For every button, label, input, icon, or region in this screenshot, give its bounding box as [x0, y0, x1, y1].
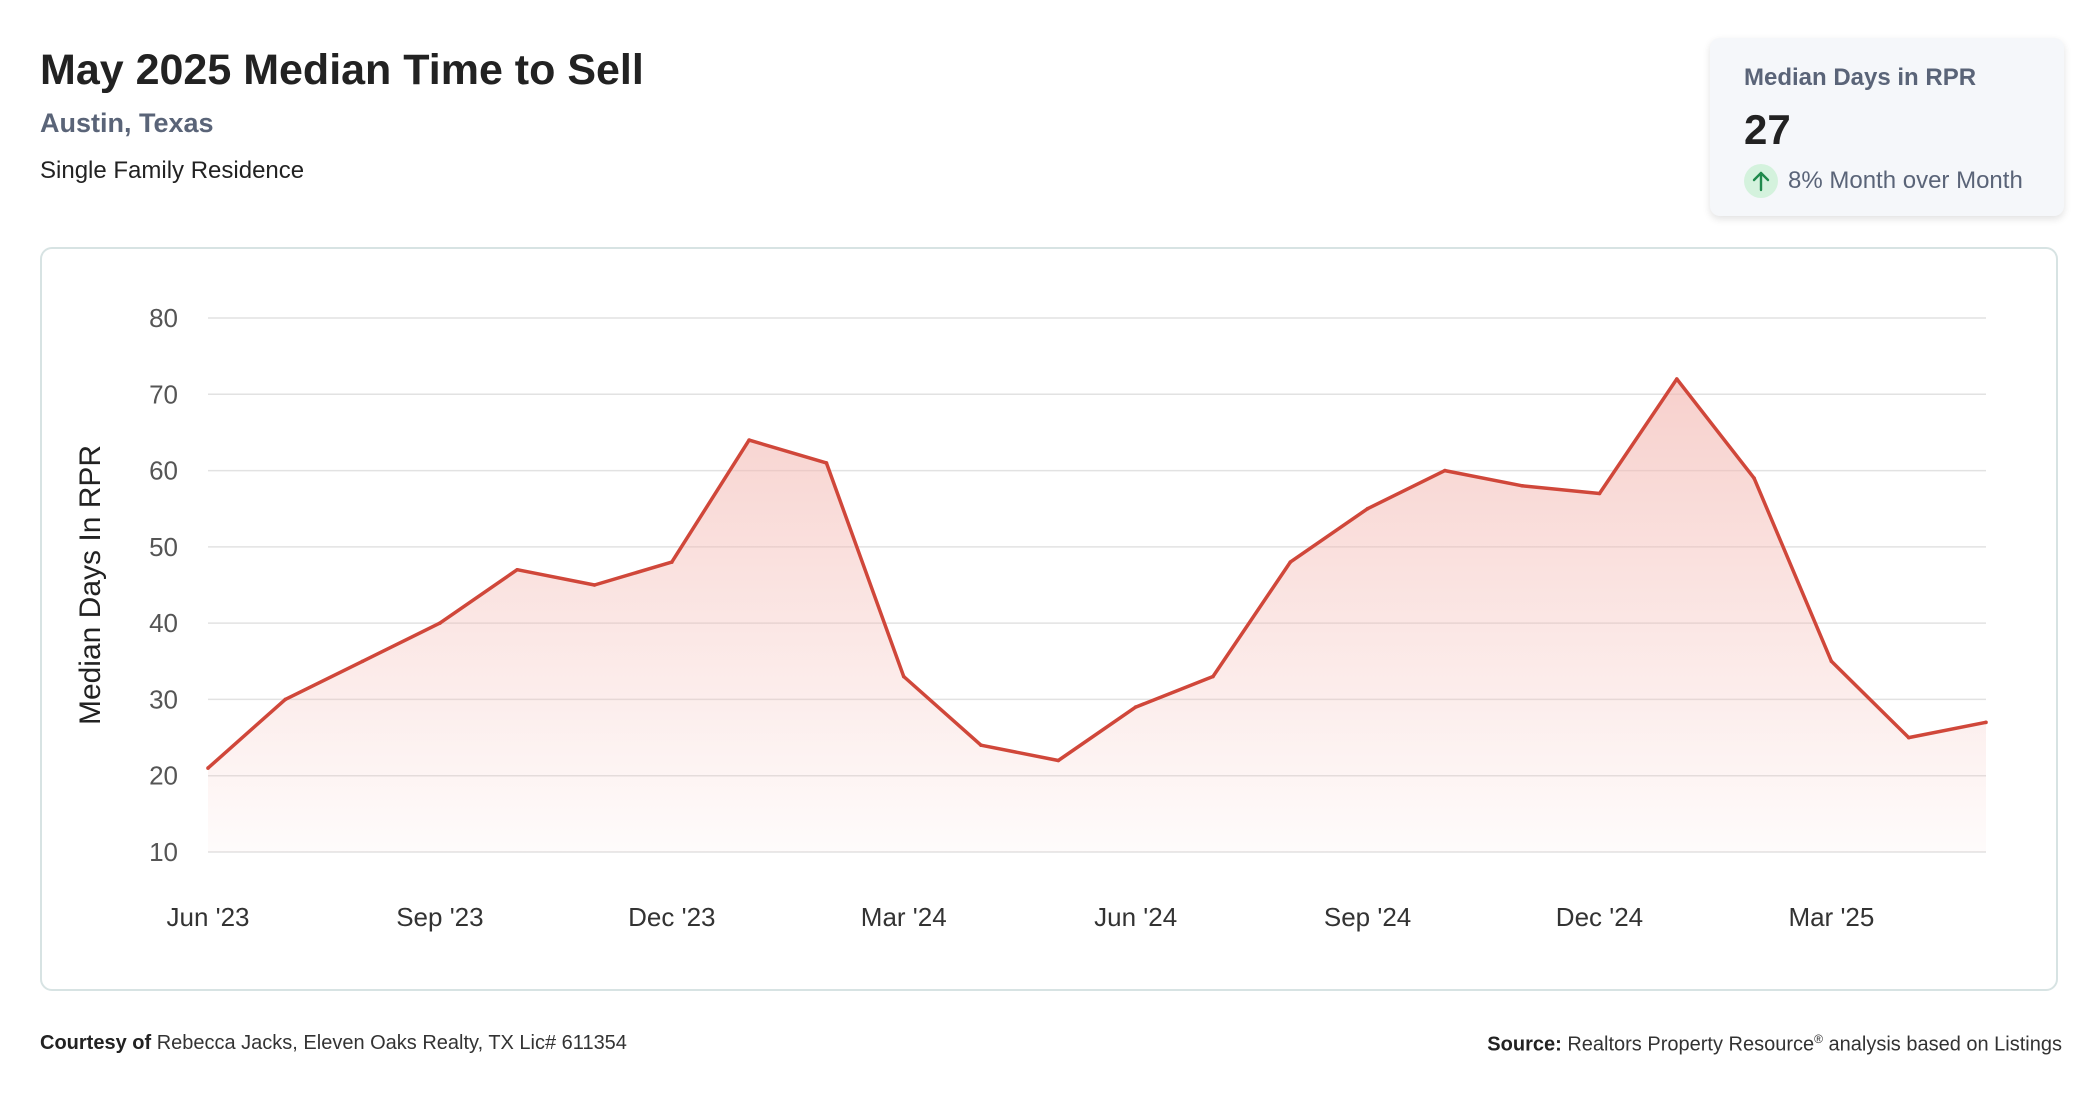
courtesy-label: Courtesy of: [40, 1032, 152, 1054]
location-subtitle: Austin, Texas: [40, 108, 214, 138]
x-axis-ticks: Jun '23 Sep '23 Dec '23 Mar '24 Jun '24 Sep '…: [166, 902, 1874, 932]
series-area: [208, 379, 1986, 852]
x-tick-label: Sep '23: [396, 902, 483, 932]
stat-change-text: 8% Month over Month: [1788, 167, 2023, 194]
data-point: [747, 438, 751, 442]
stat-change: 8% Month over Month: [1744, 164, 2064, 198]
footer-courtesy: Courtesy of Rebecca Jacks, Eleven Oaks R…: [40, 1032, 627, 1055]
arrow-up-icon: [1744, 164, 1778, 198]
data-point: [1211, 674, 1215, 679]
data-point: [1674, 377, 1679, 381]
y-tick-label: 40: [149, 608, 178, 638]
data-point: [515, 567, 520, 572]
data-point: [1056, 758, 1061, 763]
x-tick-label: Dec '23: [628, 902, 715, 932]
data-point: [1133, 705, 1138, 709]
x-tick-label: Jun '23: [166, 902, 249, 932]
series-points: [206, 377, 1988, 770]
y-tick-label: 70: [149, 379, 178, 409]
data-point: [1752, 476, 1756, 481]
data-point: [1597, 491, 1602, 496]
footer-source: Source: Realtors Property Resource® anal…: [1487, 1032, 2062, 1057]
data-point: [670, 560, 674, 564]
data-point: [592, 583, 597, 587]
x-tick-label: Jun '24: [1094, 902, 1177, 932]
header: May 2025 Median Time to Sell Austin, Tex…: [40, 40, 644, 188]
data-point: [1365, 506, 1370, 511]
data-point: [1984, 720, 1988, 725]
data-point: [438, 621, 442, 625]
source-label: Source:: [1487, 1033, 1562, 1056]
data-point: [1829, 659, 1834, 664]
y-tick-label: 60: [149, 456, 178, 486]
data-point: [824, 461, 829, 465]
x-tick-label: Mar '25: [1788, 902, 1874, 932]
median-days-card: Median Days in RPR 27 8% Month over Mont…: [1710, 38, 2064, 216]
data-point: [283, 697, 288, 702]
source-name: Realtors Property Resource: [1567, 1033, 1815, 1056]
property-type-label: Single Family Residence: [40, 157, 305, 184]
y-tick-label: 30: [149, 684, 178, 714]
x-tick-label: Sep '24: [1324, 902, 1411, 932]
y-tick-label: 10: [149, 837, 178, 867]
time-to-sell-chart: 10 20 30 40 50 60 70 80 Jun '23 Sep '23 Dec '23 Ma…: [74, 303, 1988, 932]
registered-mark: ®: [1814, 1032, 1823, 1046]
y-tick-label: 20: [149, 761, 178, 791]
data-point: [360, 659, 365, 664]
y-axis-label: Median Days In RPR: [74, 445, 107, 725]
y-tick-label: 80: [149, 303, 178, 333]
page-title: May 2025 Median Time to Sell: [40, 46, 644, 94]
x-tick-label: Dec '24: [1556, 902, 1643, 932]
y-axis-ticks: 10 20 30 40 50 60 70 80: [149, 303, 178, 867]
data-point: [901, 674, 906, 679]
y-tick-label: 50: [149, 532, 178, 562]
data-point: [1520, 484, 1524, 488]
stat-label: Median Days in RPR: [1744, 64, 1977, 91]
data-point: [1288, 560, 1293, 564]
data-point: [206, 766, 210, 770]
data-point: [979, 743, 983, 747]
data-point: [1906, 735, 1911, 740]
courtesy-text: Rebecca Jacks, Eleven Oaks Realty, TX Li…: [156, 1032, 627, 1054]
data-point: [1443, 468, 1447, 473]
stat-value: 27: [1744, 106, 1791, 153]
source-text: analysis based on Listings: [1828, 1033, 2062, 1056]
x-tick-label: Mar '24: [861, 902, 947, 932]
series-line: [206, 377, 1987, 770]
